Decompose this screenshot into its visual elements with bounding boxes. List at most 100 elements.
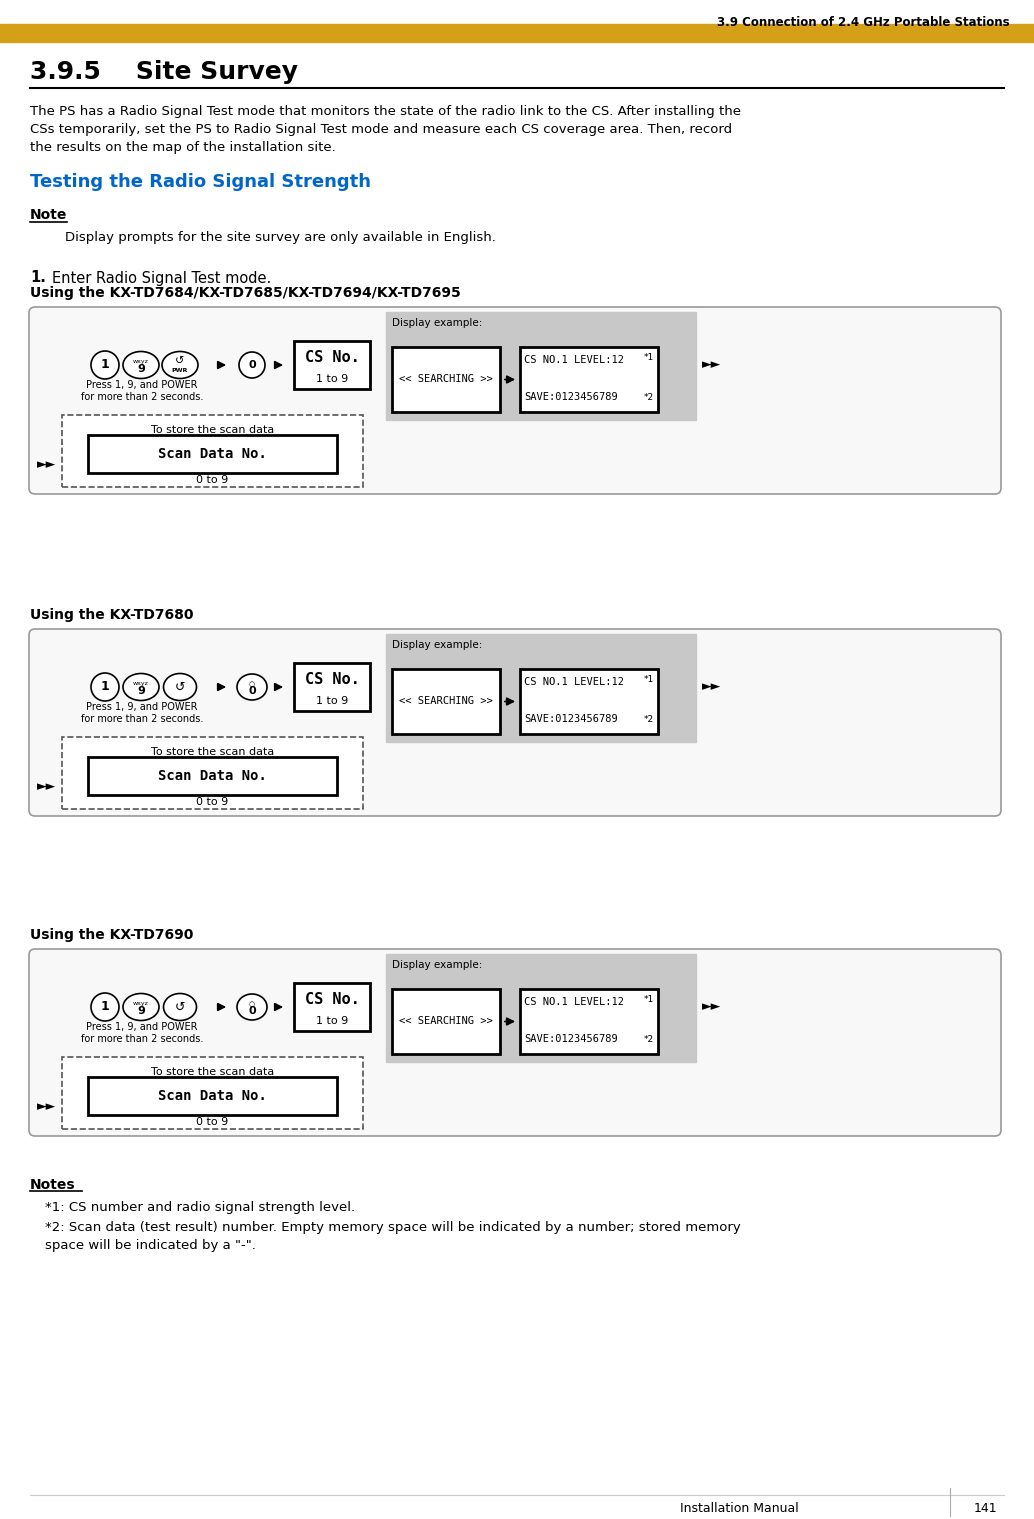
Text: Using the KX-TD7690: Using the KX-TD7690 [30, 928, 193, 942]
FancyBboxPatch shape [294, 983, 370, 1031]
Text: To store the scan data: To store the scan data [151, 747, 274, 756]
Text: SAVE:0123456789: SAVE:0123456789 [524, 1034, 617, 1044]
Circle shape [91, 351, 119, 380]
Text: ►►: ►► [702, 358, 722, 372]
Text: Scan Data No.: Scan Data No. [158, 769, 267, 782]
Text: ►►: ►► [37, 459, 57, 471]
Text: 141: 141 [973, 1501, 997, 1514]
Text: wxyz: wxyz [133, 681, 149, 685]
Text: Press 1, 9, and POWER: Press 1, 9, and POWER [86, 1022, 197, 1031]
Text: To store the scan data: To store the scan data [151, 425, 274, 434]
Text: 9: 9 [138, 687, 145, 696]
Text: CS No.: CS No. [305, 673, 360, 688]
Text: 1: 1 [100, 1001, 110, 1013]
FancyBboxPatch shape [29, 307, 1001, 494]
Text: << SEARCHING >>: << SEARCHING >> [399, 375, 493, 384]
Text: 0: 0 [248, 687, 255, 696]
Text: ►►: ►► [37, 781, 57, 793]
Text: 0: 0 [248, 1006, 255, 1016]
Text: ↺: ↺ [175, 681, 185, 694]
Ellipse shape [123, 993, 159, 1021]
Text: Press 1, 9, and POWER: Press 1, 9, and POWER [86, 380, 197, 390]
Text: *2: *2 [644, 715, 653, 725]
Bar [0, 24, 1034, 43]
Text: the results on the map of the installation site.: the results on the map of the installati… [30, 141, 336, 155]
Text: 1: 1 [100, 681, 110, 694]
Text: 9: 9 [138, 365, 145, 374]
Text: 0 to 9: 0 to 9 [196, 797, 229, 807]
FancyBboxPatch shape [88, 1077, 337, 1115]
Ellipse shape [163, 673, 196, 700]
Bar [386, 633, 696, 741]
Text: *2: *2 [644, 1034, 653, 1044]
Text: CS No.: CS No. [305, 351, 360, 366]
FancyBboxPatch shape [88, 756, 337, 794]
Text: Scan Data No.: Scan Data No. [158, 1089, 267, 1103]
Ellipse shape [163, 993, 196, 1021]
Text: CS NO.1 LEVEL:12: CS NO.1 LEVEL:12 [524, 677, 624, 687]
Text: Display prompts for the site survey are only available in English.: Display prompts for the site survey are … [65, 231, 496, 245]
Circle shape [91, 993, 119, 1021]
Text: 1 to 9: 1 to 9 [315, 696, 348, 706]
Text: CS NO.1 LEVEL:12: CS NO.1 LEVEL:12 [524, 996, 624, 1007]
Text: ►►: ►► [702, 681, 722, 694]
Bar [520, 346, 658, 412]
Text: ↺: ↺ [175, 1001, 185, 1013]
FancyBboxPatch shape [294, 340, 370, 389]
Text: SAVE:0123456789: SAVE:0123456789 [524, 714, 617, 725]
Text: CS No.: CS No. [305, 992, 360, 1007]
Text: To store the scan data: To store the scan data [151, 1066, 274, 1077]
Text: ○: ○ [249, 681, 255, 687]
Text: *1: CS number and radio signal strength level.: *1: CS number and radio signal strength … [45, 1202, 355, 1215]
Bar [520, 989, 658, 1054]
Circle shape [91, 673, 119, 700]
Text: Installation Manual: Installation Manual [680, 1501, 798, 1514]
Text: *1: *1 [644, 352, 653, 362]
Text: Using the KX-TD7684/KX-TD7685/KX-TD7694/KX-TD7695: Using the KX-TD7684/KX-TD7685/KX-TD7694/… [30, 286, 461, 299]
FancyBboxPatch shape [294, 662, 370, 711]
FancyBboxPatch shape [62, 415, 363, 488]
FancyBboxPatch shape [62, 737, 363, 810]
Bar [520, 668, 658, 734]
Text: 1.: 1. [30, 270, 45, 286]
Ellipse shape [162, 351, 197, 378]
Text: ►►: ►► [37, 1100, 57, 1113]
Text: The PS has a Radio Signal Test mode that monitors the state of the radio link to: The PS has a Radio Signal Test mode that… [30, 105, 741, 118]
Bar [392, 346, 500, 412]
Text: ○: ○ [249, 1001, 255, 1007]
Text: for more than 2 seconds.: for more than 2 seconds. [81, 714, 204, 725]
FancyBboxPatch shape [29, 949, 1001, 1136]
Text: Using the KX-TD7680: Using the KX-TD7680 [30, 608, 193, 621]
Text: 1: 1 [100, 358, 110, 372]
Text: Press 1, 9, and POWER: Press 1, 9, and POWER [86, 702, 197, 712]
Text: 9: 9 [138, 1006, 145, 1016]
Text: Display example:: Display example: [392, 317, 483, 328]
Text: 1 to 9: 1 to 9 [315, 374, 348, 384]
Text: wxyz: wxyz [133, 1001, 149, 1006]
FancyBboxPatch shape [62, 1057, 363, 1129]
FancyBboxPatch shape [88, 434, 337, 472]
Text: 3.9.5    Site Survey: 3.9.5 Site Survey [30, 59, 298, 84]
Bar [386, 954, 696, 1062]
Text: Display example:: Display example: [392, 639, 483, 650]
Bar [392, 989, 500, 1054]
Ellipse shape [237, 993, 267, 1019]
Text: CSs temporarily, set the PS to Radio Signal Test mode and measure each CS covera: CSs temporarily, set the PS to Radio Sig… [30, 123, 732, 137]
Text: Display example:: Display example: [392, 960, 483, 971]
Text: Scan Data No.: Scan Data No. [158, 447, 267, 460]
Ellipse shape [237, 674, 267, 700]
Text: *1: *1 [644, 674, 653, 684]
Circle shape [239, 352, 265, 378]
Bar [392, 668, 500, 734]
Text: 0 to 9: 0 to 9 [196, 475, 229, 485]
Text: Note: Note [30, 208, 67, 222]
Text: << SEARCHING >>: << SEARCHING >> [399, 1016, 493, 1027]
Text: 0 to 9: 0 to 9 [196, 1116, 229, 1127]
Ellipse shape [123, 673, 159, 700]
Text: *2: Scan data (test result) number. Empty memory space will be indicated by a nu: *2: Scan data (test result) number. Empt… [45, 1220, 740, 1233]
Text: PWR: PWR [172, 368, 188, 372]
Text: CS NO.1 LEVEL:12: CS NO.1 LEVEL:12 [524, 355, 624, 365]
Text: space will be indicated by a "-".: space will be indicated by a "-". [45, 1238, 255, 1252]
Text: << SEARCHING >>: << SEARCHING >> [399, 697, 493, 706]
Bar [386, 311, 696, 419]
